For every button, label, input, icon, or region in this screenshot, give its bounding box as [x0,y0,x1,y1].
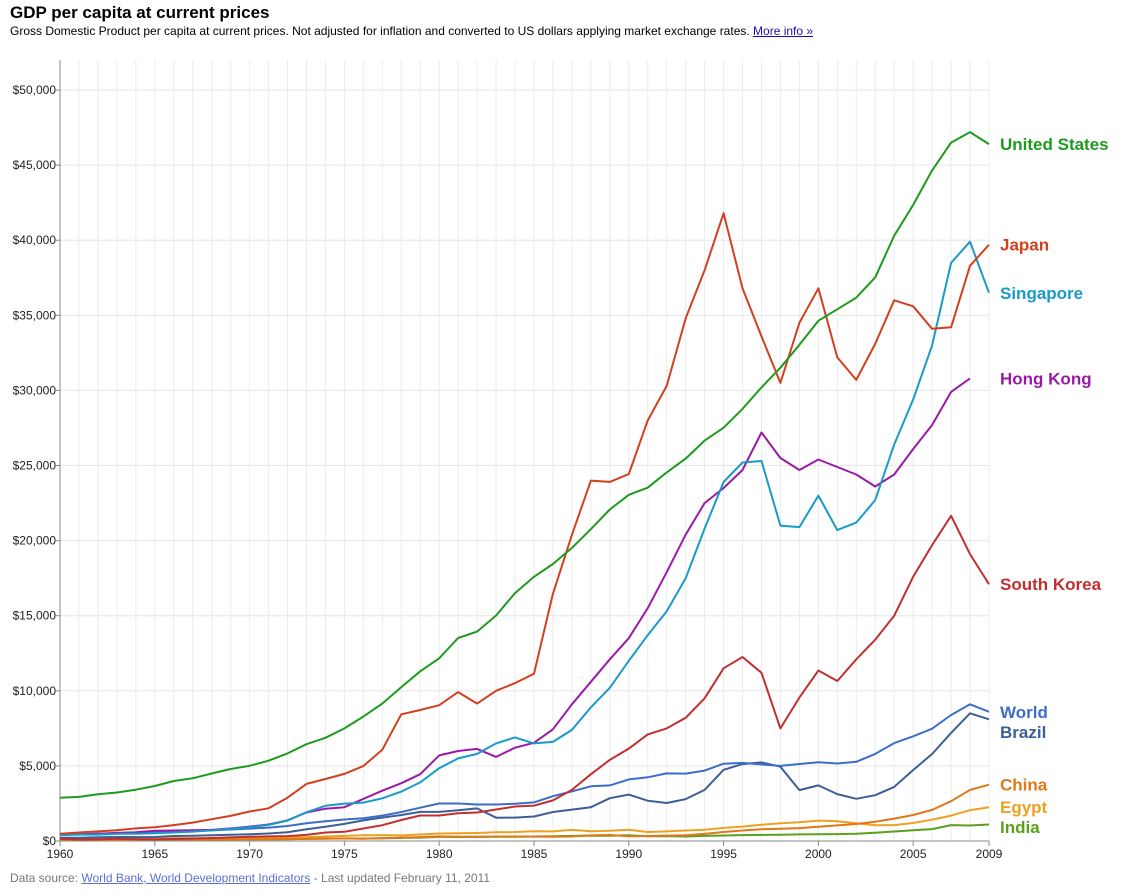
x-tick-label: 2009 [976,847,1003,861]
series-line-world [59,703,990,836]
y-tick-label: $40,000 [13,233,57,247]
series-label-singapore: Singapore [1000,284,1083,303]
y-tick-label: $25,000 [13,459,57,473]
y-tick-label: $15,000 [13,609,57,623]
series-label-united-states: United States [1000,135,1109,154]
y-tick-label: $20,000 [13,534,57,548]
series-label-india: India [1000,818,1040,837]
series-label-hong-kong: Hong Kong [1000,369,1092,388]
y-tick-label: $45,000 [13,158,57,172]
series-label-china: China [1000,776,1048,795]
subtitle-text: Gross Domestic Product per capita at cur… [10,24,750,38]
series-line-south-korea [59,514,990,841]
x-tick-label: 1995 [710,847,737,861]
x-tick-label: 1980 [426,847,453,861]
y-tick-label: $30,000 [13,383,57,397]
x-tick-label: 2005 [900,847,927,861]
chart-subtitle: Gross Domestic Product per capita at cur… [10,24,813,38]
series-line-china [59,783,990,841]
x-tick-label: 1960 [47,847,74,861]
x-tick-label: 1990 [615,847,642,861]
x-tick-label: 1975 [331,847,358,861]
y-tick-label: $5,000 [19,759,56,773]
line-chart: $0 $5,000 $10,000 $15,000 $20,000 $25,000 $30,… [13,60,1109,861]
x-tick-label: 1965 [141,847,168,861]
series-label-egypt: Egypt [1000,798,1048,817]
series-line-united-states [59,131,990,799]
series-label-brazil: Brazil [1000,723,1046,742]
series-line-singapore [59,240,990,837]
y-tick-label: $50,000 [13,83,57,97]
series-label-japan: Japan [1000,236,1049,255]
chart-title: GDP per capita at current prices [10,3,270,22]
series-line-japan [59,212,990,835]
x-tick-label: 2000 [805,847,832,861]
series-label-world: World [1000,703,1048,722]
series-label-south-korea: South Korea [1000,575,1102,594]
series-line-brazil [59,712,990,839]
footer-suffix: - Last updated February 11, 2011 [310,871,491,885]
x-tick-label: 1985 [521,847,548,861]
footer-prefix: Data source: [10,871,82,885]
data-source-link[interactable]: World Bank, World Development Indicators [81,871,311,885]
data-source-footer: Data source: World Bank, World Developme… [10,871,490,885]
more-info-link[interactable]: More info » [753,24,814,38]
x-tick-label: 1970 [236,847,263,861]
y-tick-label: $10,000 [13,684,57,698]
y-tick-label: $0 [43,834,57,848]
y-tick-label: $35,000 [13,308,57,322]
